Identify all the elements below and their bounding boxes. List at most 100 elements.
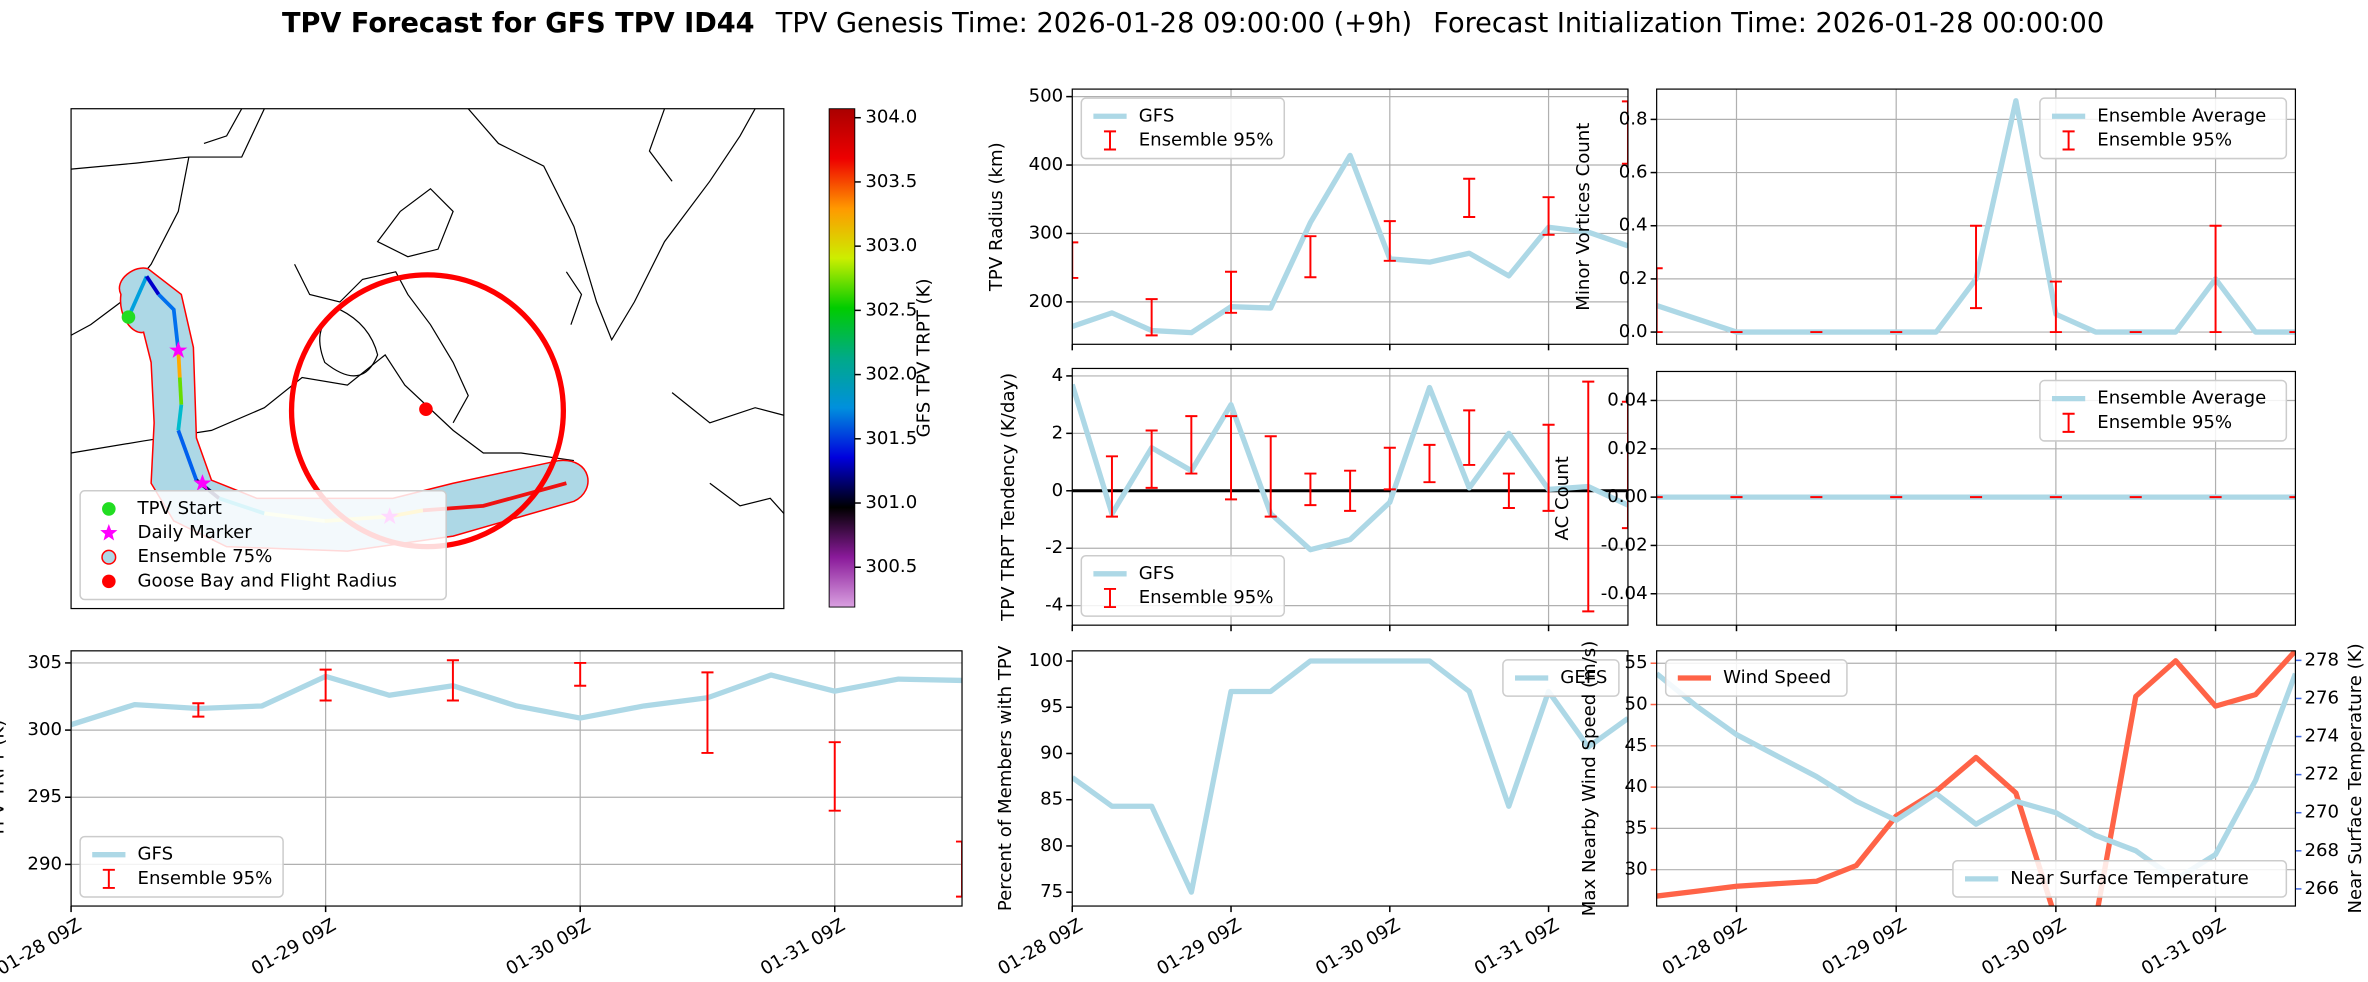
y-axis-label: TPV Radius (km) — [986, 142, 1007, 292]
legend — [2039, 379, 2288, 442]
y2-tick-label: 270 — [2304, 802, 2339, 823]
y-tick-label: 300 — [1029, 222, 1064, 243]
error-bar — [1542, 423, 1555, 512]
axes-frame — [1656, 88, 2297, 345]
y-tick-label: 0.02 — [1607, 438, 1647, 459]
y-axis-label: Percent of Members with TPV — [995, 645, 1016, 911]
series-line — [1656, 650, 2296, 907]
error-bar — [1264, 435, 1277, 518]
coastlines — [71, 108, 784, 514]
y-tick-label: 0 — [1052, 480, 1064, 501]
y-axis-label: TPV TRPT Tendency (K/day) — [998, 373, 1019, 622]
y-tick-label: 0.2 — [1619, 268, 1648, 289]
y-tick-label: 500 — [1029, 86, 1064, 107]
legend-label: Ensemble 95% — [138, 868, 273, 889]
legend-marker — [1103, 587, 1117, 609]
title-genesis: TPV Genesis Time: 2026-01-28 09:00:00 (+… — [775, 8, 1412, 39]
legend-label: GFS — [1139, 105, 1175, 126]
legend-marker — [102, 574, 116, 589]
y-tick-label: -2 — [1045, 537, 1063, 558]
y-tick-label: 40 — [1625, 776, 1648, 797]
y-tick-label: 2 — [1052, 422, 1064, 443]
y-tick-label: -0.04 — [1601, 583, 1648, 604]
series-line — [71, 672, 963, 728]
legend-label: Ensemble 95% — [2097, 412, 2232, 433]
y-tick-label: 300 — [27, 719, 62, 740]
colorbar-tick-label: 303.0 — [865, 235, 917, 256]
y-tick-label: -4 — [1045, 595, 1063, 616]
y-tick-label: 75 — [1040, 881, 1063, 902]
y-tick-label: 95 — [1040, 696, 1063, 717]
legend-marker — [101, 549, 117, 565]
error-bar — [1304, 235, 1317, 279]
series-line — [1072, 152, 1628, 336]
legend-marker — [2062, 130, 2075, 151]
legend-label: Ensemble 95% — [1139, 587, 1274, 608]
error-bar — [192, 702, 205, 718]
error-bar — [1105, 455, 1118, 518]
colorbar-tick-label: 302.0 — [865, 364, 917, 385]
legend-label: Ensemble 75% — [138, 546, 273, 567]
y-tick-label: 295 — [27, 786, 62, 807]
error-bar — [1304, 472, 1317, 507]
error-bar — [1383, 220, 1396, 262]
y2-tick-label: 274 — [2304, 726, 2339, 747]
error-bar — [574, 661, 587, 687]
y-tick-label: -0.02 — [1601, 534, 1648, 555]
y-axis-label: AC Count — [1552, 456, 1573, 540]
y-tick-label: 90 — [1040, 742, 1063, 763]
y-tick-label: 85 — [1040, 789, 1063, 810]
colorbar-tick-label: 303.5 — [865, 171, 917, 192]
legend — [1664, 659, 1848, 697]
map-frame — [70, 108, 785, 610]
axes-frame — [1071, 88, 1629, 345]
goose-bay — [419, 402, 433, 417]
error-bar — [1463, 409, 1476, 466]
y-tick-label: 0.0 — [1619, 321, 1648, 342]
error-bar — [1621, 100, 1628, 165]
y2-tick-label: 272 — [2304, 764, 2339, 785]
y-axis-label: TPV TRPT (K) — [0, 720, 9, 839]
error-bar — [1542, 196, 1555, 236]
legend-label: Ensemble Average — [2097, 388, 2266, 409]
error-bar — [446, 659, 459, 702]
y-tick-label: 45 — [1625, 735, 1648, 756]
legend-label: Wind Speed — [1723, 667, 1831, 688]
ensemble-region — [118, 267, 589, 552]
y2-axis-label: Near Surface Temperature (K) — [2345, 643, 2366, 913]
error-bar — [1224, 270, 1238, 314]
error-bar — [1145, 429, 1158, 489]
legend — [79, 835, 284, 898]
y-tick-label: 50 — [1625, 694, 1648, 715]
legend-label: Ensemble Average — [2097, 105, 2266, 126]
legend — [2039, 97, 2288, 160]
error-bar — [1344, 469, 1357, 512]
series-line — [1072, 658, 1628, 895]
legend — [1952, 859, 2288, 898]
y-tick-label: 0.8 — [1619, 108, 1648, 129]
y2-tick-label: 276 — [2304, 687, 2339, 708]
error-bar — [1423, 443, 1436, 484]
error-bar — [2049, 280, 2062, 334]
legend-marker — [2062, 412, 2075, 433]
legend-label: GFS — [1139, 563, 1175, 584]
error-bar — [1621, 400, 1628, 530]
error-bar — [955, 840, 963, 898]
legend-marker — [102, 868, 115, 889]
error-bar — [1145, 298, 1158, 337]
y-tick-label: 100 — [1029, 650, 1064, 671]
colorbar-tick-label: 300.5 — [865, 556, 917, 577]
error-bar — [1224, 415, 1238, 501]
y-tick-label: 80 — [1040, 835, 1063, 856]
y-tick-label: 290 — [27, 853, 62, 874]
axes-frame — [1071, 367, 1629, 626]
y-tick-label: 0.4 — [1619, 215, 1648, 236]
legend-label: Daily Marker — [138, 522, 253, 543]
y-tick-label: 4 — [1052, 365, 1064, 386]
y-tick-label: 55 — [1625, 652, 1648, 673]
legend-marker — [100, 523, 118, 541]
y-tick-label: 0.04 — [1607, 389, 1647, 410]
plot-area — [1072, 658, 1628, 895]
error-bar — [1969, 224, 1983, 310]
plot-area — [1656, 89, 2296, 345]
